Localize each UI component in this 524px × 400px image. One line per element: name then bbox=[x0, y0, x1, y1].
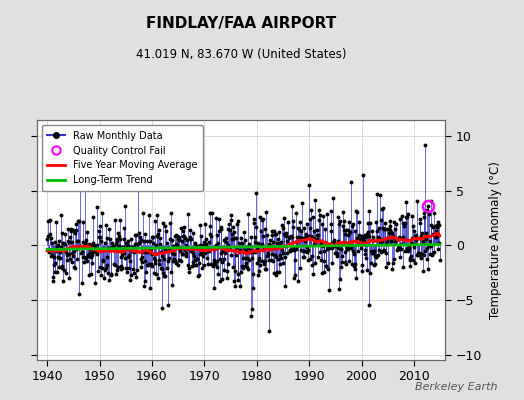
Text: FINDLAY/FAA AIRPORT: FINDLAY/FAA AIRPORT bbox=[146, 16, 336, 31]
Y-axis label: Temperature Anomaly (°C): Temperature Anomaly (°C) bbox=[489, 161, 502, 319]
Legend: Raw Monthly Data, Quality Control Fail, Five Year Moving Average, Long-Term Tren: Raw Monthly Data, Quality Control Fail, … bbox=[41, 125, 203, 191]
Text: 41.019 N, 83.670 W (United States): 41.019 N, 83.670 W (United States) bbox=[136, 48, 346, 61]
Text: Berkeley Earth: Berkeley Earth bbox=[416, 382, 498, 392]
